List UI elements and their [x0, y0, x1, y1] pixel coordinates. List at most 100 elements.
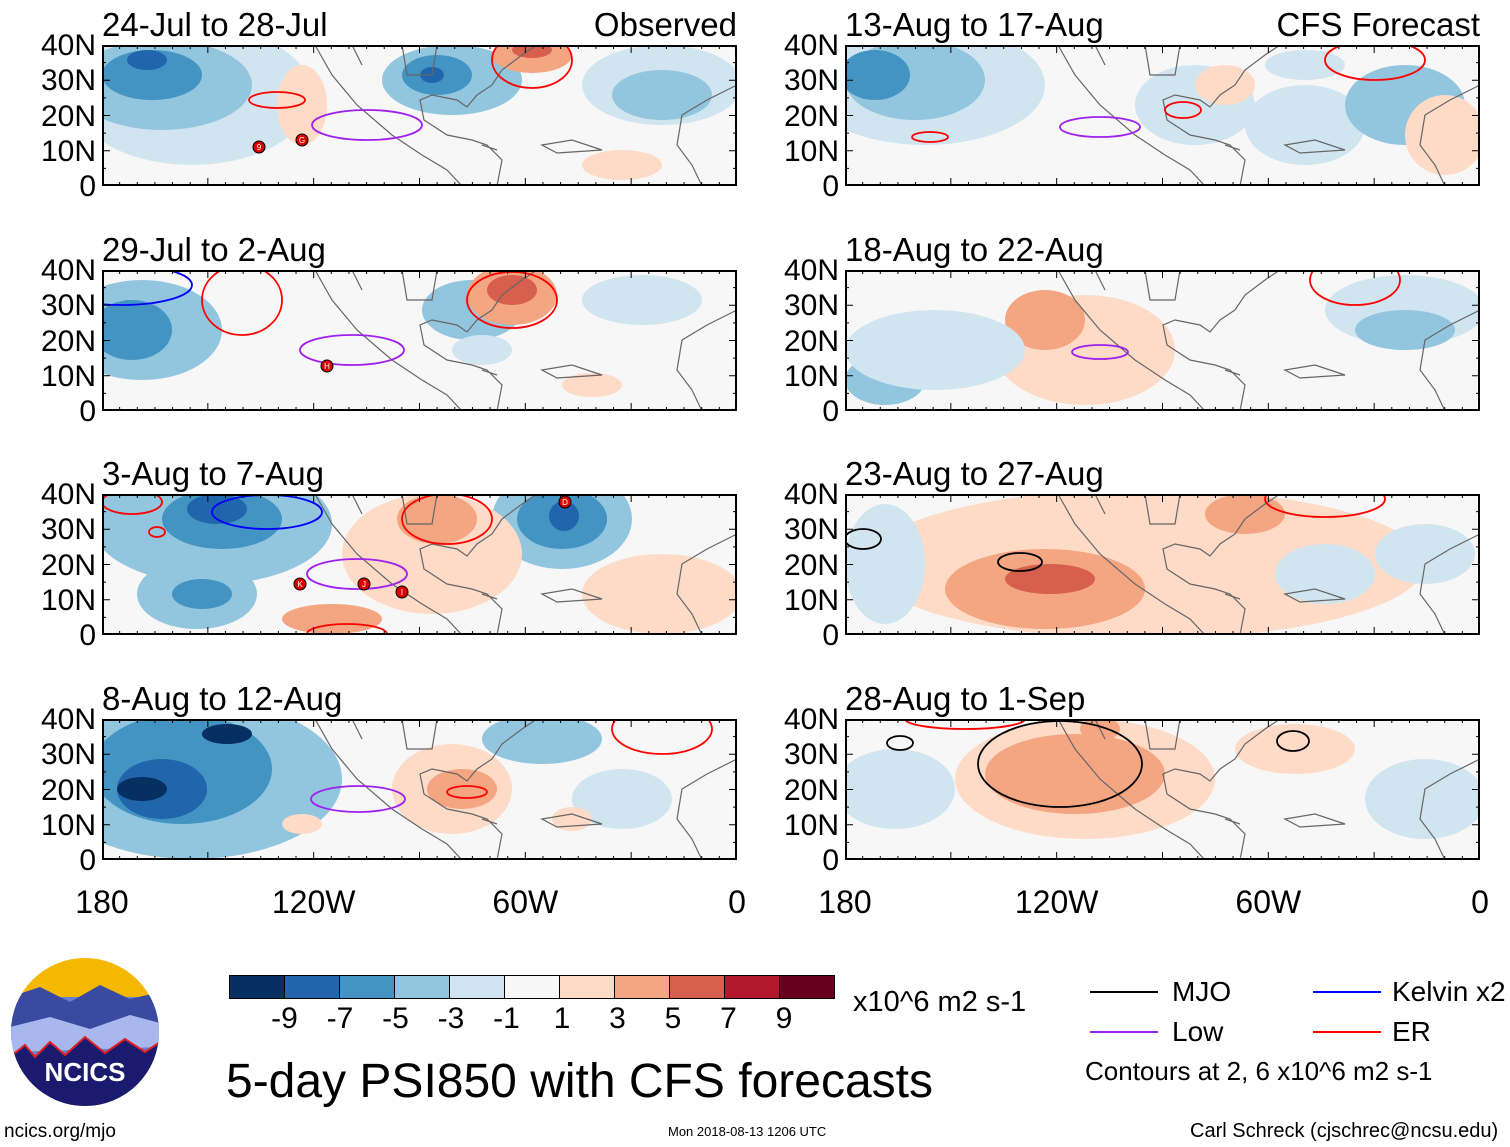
storm-label: I — [401, 588, 403, 597]
wave-contour — [1324, 45, 1426, 81]
map-panel — [845, 270, 1480, 411]
wave-contour — [1309, 270, 1401, 306]
map-panel — [845, 45, 1480, 186]
y-tick-label: 20N — [783, 99, 839, 133]
x-tick-label: 0 — [1471, 884, 1489, 920]
y-tick-label: 0 — [822, 844, 839, 877]
wave-contour — [1071, 344, 1129, 360]
colorbar-swatch — [560, 976, 615, 998]
y-tick-label: 0 — [79, 844, 96, 877]
storm-label: K — [297, 580, 303, 589]
y-tick-label: 10N — [783, 134, 839, 168]
legend-low: Low — [1172, 1016, 1224, 1047]
anomaly-shading — [102, 50, 202, 100]
anomaly-shading — [985, 734, 1165, 814]
wave-contour — [491, 45, 573, 89]
y-tick-label: 30N — [40, 513, 96, 547]
y-tick-label: 20N — [40, 773, 96, 807]
figure-title: 5-day PSI850 with CFS forecasts — [226, 1055, 933, 1108]
panel-title: 3-Aug to 7-Aug — [102, 455, 324, 492]
y-tick-label: 30N — [40, 289, 96, 323]
legend-er: ER — [1392, 1016, 1431, 1047]
anomaly-shading — [282, 814, 322, 834]
panel-title: 23-Aug to 27-Aug — [845, 455, 1104, 492]
anomaly-shading — [845, 310, 1025, 390]
anomaly-shading — [492, 45, 572, 73]
footer-credit: Carl Schreck (cjschrec@ncsu.edu) — [1190, 1120, 1499, 1142]
wave-contour — [102, 270, 193, 306]
colorbar-label: -3 — [437, 1002, 465, 1035]
wave-contour — [1164, 101, 1202, 119]
y-tick-label: 10N — [783, 359, 839, 393]
y-tick-label: 20N — [40, 548, 96, 582]
y-tick-label: 0 — [822, 619, 839, 652]
y-tick-label: 30N — [40, 738, 96, 772]
map-panel — [102, 719, 737, 860]
colorbar-units: x10^6 m2 s-1 — [853, 986, 1027, 1018]
legend-kelvin-line — [1313, 991, 1381, 993]
y-tick-label: 10N — [40, 808, 96, 842]
storm-label: 9 — [257, 143, 262, 152]
anomaly-shading — [397, 494, 477, 544]
anomaly-shading — [427, 769, 497, 809]
footer-date: Mon 2018-08-13 1206 UTC — [668, 1124, 827, 1139]
x-tick-label: 60W — [492, 884, 559, 920]
colorbar-label: 5 — [664, 1002, 682, 1035]
y-tick-label: 30N — [783, 64, 839, 98]
panel-title: 8-Aug to 12-Aug — [102, 680, 343, 717]
x-tick-label: 60W — [1235, 884, 1302, 920]
anomaly-shading — [845, 749, 955, 829]
y-tick-label: 10N — [40, 134, 96, 168]
map-panel: D K J I — [102, 494, 737, 635]
colorbar-swatch — [725, 976, 780, 998]
y-tick-label: 40N — [783, 254, 839, 287]
storm-marker — [320, 359, 334, 373]
panel-title: 18-Aug to 22-Aug — [845, 231, 1104, 268]
anomaly-shading — [452, 335, 512, 365]
wave-contour — [997, 552, 1043, 572]
wave-contour — [102, 494, 163, 515]
colorbar-label: 7 — [720, 1002, 737, 1035]
wave-contour — [1276, 730, 1310, 752]
y-tick-label: 20N — [783, 548, 839, 582]
anomaly-shading — [549, 501, 579, 531]
y-tick-label: 40N — [40, 478, 96, 511]
y-tick-label: 10N — [40, 583, 96, 617]
x-tick-label: 0 — [728, 884, 746, 920]
anomaly-shading — [1205, 494, 1285, 534]
colorbar-swatch — [340, 976, 395, 998]
wave-contour — [310, 785, 406, 813]
storm-marker — [252, 140, 266, 154]
y-tick-label: 20N — [40, 324, 96, 358]
y-tick-label: 10N — [783, 808, 839, 842]
map-panel: H — [102, 270, 737, 411]
anomaly-shading — [1365, 759, 1480, 839]
svg-text:NCICS: NCICS — [45, 1057, 126, 1087]
coastline — [1057, 719, 1480, 860]
anomaly-shading — [117, 777, 167, 801]
panel-title: 28-Aug to 1-Sep — [845, 680, 1086, 717]
y-tick-label: 20N — [783, 324, 839, 358]
panel-title: 24-Jul to 28-Jul — [102, 6, 328, 43]
anomaly-shading — [187, 494, 247, 524]
y-tick-label: 40N — [783, 703, 839, 736]
panel-title: 13-Aug to 17-Aug — [845, 6, 1104, 43]
x-tick-label: 120W — [1014, 884, 1099, 920]
wave-contour — [311, 109, 423, 141]
y-tick-label: 30N — [783, 738, 839, 772]
wave-contour — [201, 270, 283, 336]
anomaly-shading — [1005, 290, 1085, 350]
anomaly-shading — [612, 70, 712, 120]
colorbar-swatch — [450, 976, 505, 998]
colorbar-swatch — [285, 976, 340, 998]
y-tick-label: 40N — [783, 478, 839, 511]
colorbar-swatch — [395, 976, 450, 998]
colorbar — [229, 975, 835, 999]
footer-url[interactable]: ncics.org/mjo — [4, 1121, 116, 1142]
anomaly-shading — [102, 300, 172, 360]
y-tick-label: 40N — [40, 29, 96, 62]
map-panel — [845, 719, 1480, 860]
anomaly-shading — [277, 65, 327, 145]
